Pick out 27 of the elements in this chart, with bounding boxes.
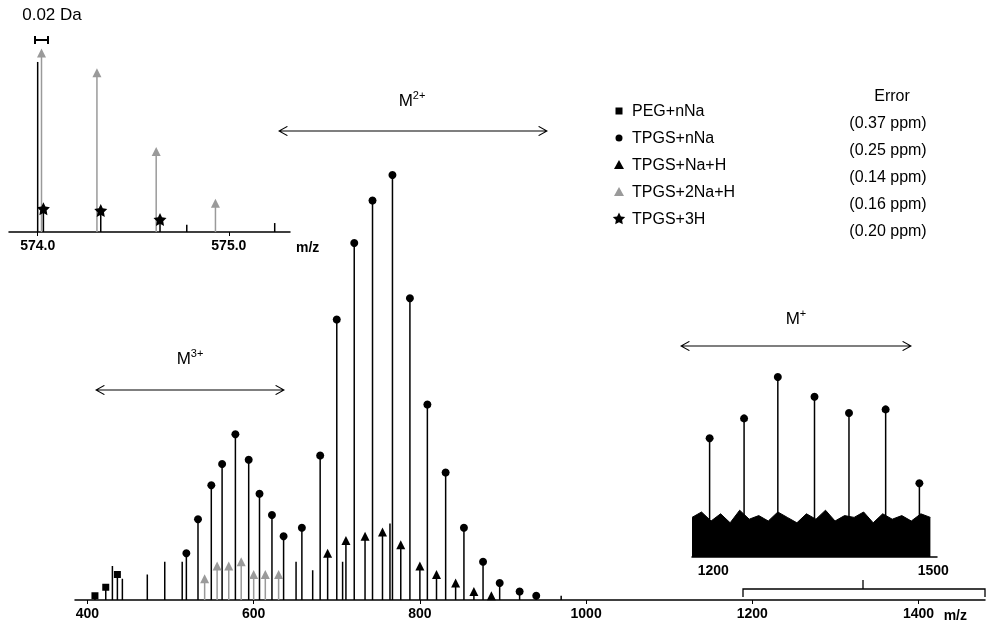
x-tick-label: 1500 <box>917 562 950 578</box>
x-tick-label: 600 <box>242 605 266 621</box>
x-tick-label: 1200 <box>736 605 769 621</box>
annotation: (0.14 ppm) <box>849 168 927 186</box>
text: 0.02 Da <box>22 5 82 25</box>
legend-label: TPGS+3H <box>632 209 706 228</box>
x-tick-label: 574.0 <box>20 237 56 253</box>
legend-label: TPGS+2Na+H <box>632 182 736 201</box>
text: (0.37 ppm) <box>849 114 927 132</box>
x-tick-label: 1000 <box>570 605 602 621</box>
x-tick-label: 400 <box>75 605 100 621</box>
x-tick-label: 575.0 <box>211 237 247 253</box>
legend-label: TPGS+Na+H <box>632 155 727 174</box>
text: (0.25 ppm) <box>849 141 927 159</box>
x-tick-label: 1200 <box>697 562 730 578</box>
legend-label: TPGS+nNa <box>632 128 715 147</box>
x-axis-title: m/z <box>943 607 967 623</box>
annotation: (0.16 ppm) <box>849 195 927 213</box>
legend-label: PEG+nNa <box>632 101 705 120</box>
x-tick-label: 1400 <box>902 605 935 621</box>
x-tick-label: 800 <box>408 605 432 621</box>
annotation: M$^{3+}$ <box>176 347 204 369</box>
x-axis-title: m/z <box>296 239 320 255</box>
annotation: (0.20 ppm) <box>849 222 927 240</box>
annotation: M$^{+}$ <box>785 307 807 329</box>
text: M$^{2+}$ <box>398 89 426 111</box>
text: Error <box>874 87 910 105</box>
